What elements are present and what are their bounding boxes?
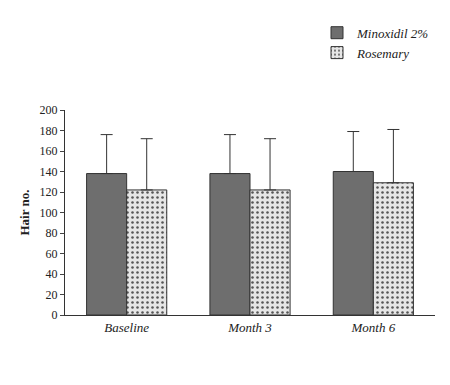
svg-text:80: 80: [46, 226, 58, 240]
svg-text:100: 100: [40, 206, 58, 220]
svg-text:Rosemary: Rosemary: [356, 46, 409, 61]
svg-text:0: 0: [52, 308, 58, 322]
svg-text:Month 3: Month 3: [227, 320, 272, 335]
svg-text:200: 200: [40, 103, 58, 117]
svg-text:Baseline: Baseline: [104, 320, 149, 335]
svg-text:120: 120: [40, 185, 58, 199]
svg-text:20: 20: [46, 288, 58, 302]
svg-text:Hair no.: Hair no.: [17, 190, 32, 236]
svg-text:40: 40: [46, 267, 58, 281]
svg-text:140: 140: [40, 165, 58, 179]
svg-text:180: 180: [40, 124, 58, 138]
svg-text:Month 6: Month 6: [350, 320, 395, 335]
svg-text:160: 160: [40, 144, 58, 158]
svg-text:Minoxidil 2%: Minoxidil 2%: [356, 26, 428, 41]
svg-text:60: 60: [46, 247, 58, 261]
